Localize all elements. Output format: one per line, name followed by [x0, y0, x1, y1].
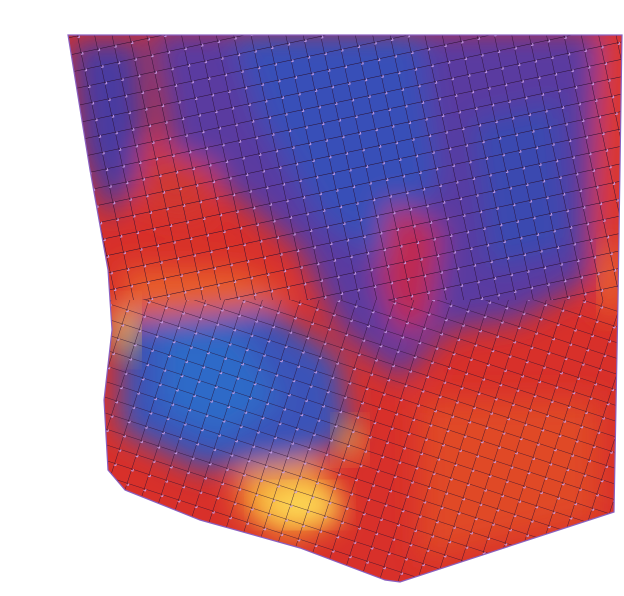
mesh-lower	[0, 300, 624, 596]
mesh-plot	[0, 0, 624, 596]
mesh-upper	[0, 0, 624, 300]
contour-field	[0, 0, 624, 596]
page	[0, 0, 624, 596]
